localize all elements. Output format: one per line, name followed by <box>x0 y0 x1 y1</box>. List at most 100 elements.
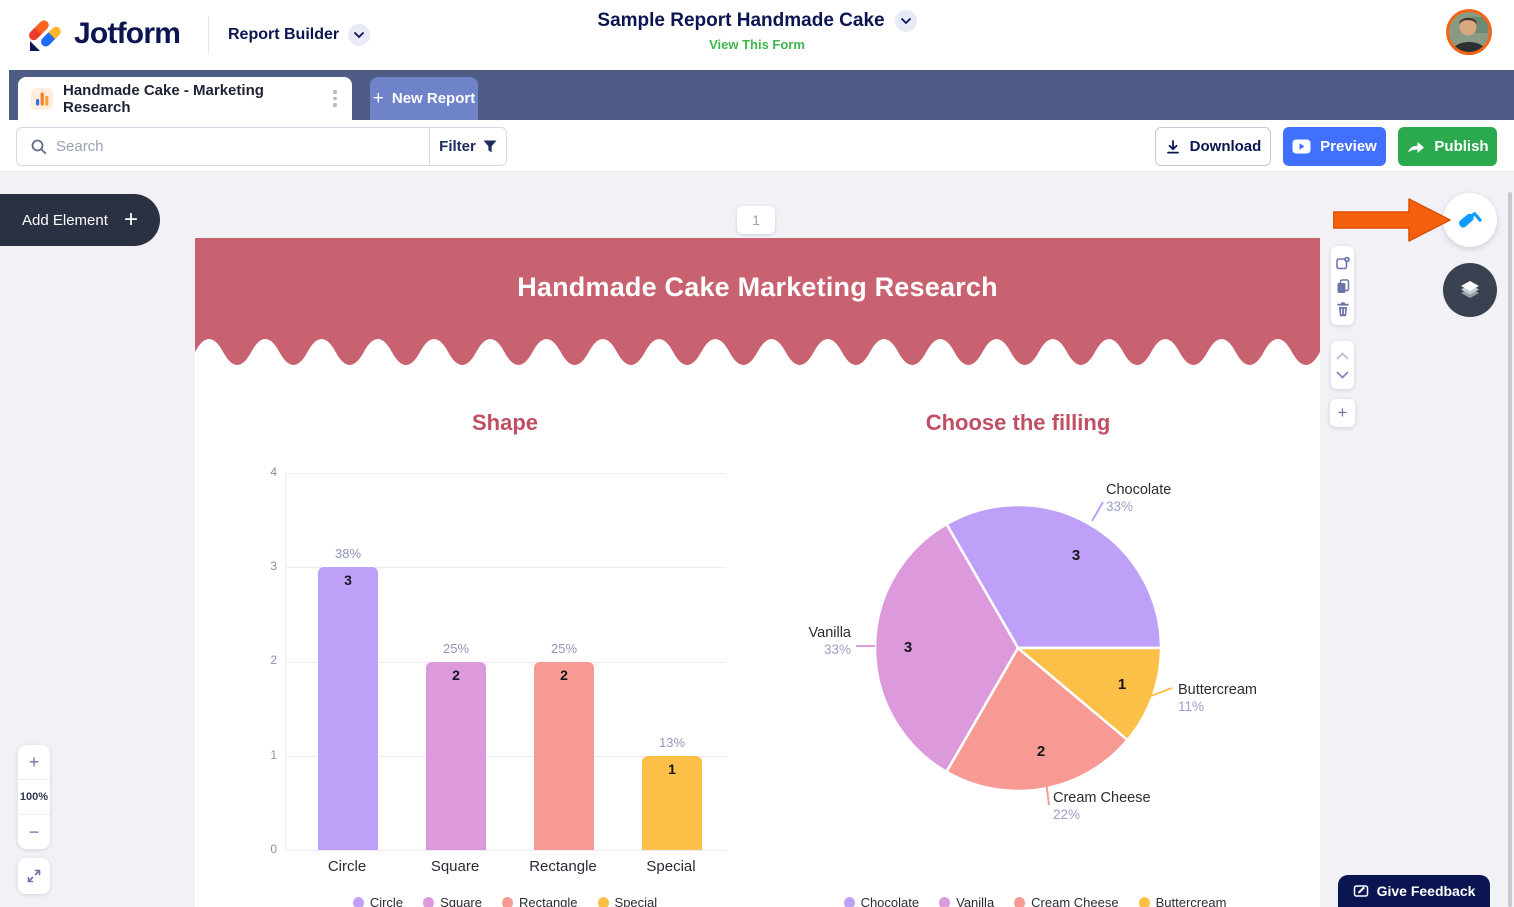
product-name: Report Builder <box>228 26 340 43</box>
legend-dot <box>1138 896 1150 907</box>
chevron-down-icon <box>348 24 371 46</box>
gridline <box>286 850 726 851</box>
vertical-scrollbar[interactable] <box>1508 192 1512 907</box>
banner-element[interactable]: Handmade Cake Marketing Research <box>195 238 1320 338</box>
report-page: Handmade Cake Marketing Research Shape 3… <box>195 238 1320 907</box>
plus-icon: + <box>123 206 138 233</box>
page-number-chip[interactable]: 1 <box>737 206 775 234</box>
pie-percent: 33% <box>1106 499 1133 514</box>
pie-label: Cream Cheese <box>1053 790 1151 806</box>
tab-bar-edge <box>0 70 9 120</box>
bar-percent-label: 13% <box>658 734 686 750</box>
add-element-button[interactable]: Add Element + <box>0 194 160 246</box>
give-feedback-button[interactable]: Give Feedback <box>1338 875 1490 907</box>
give-feedback-label: Give Feedback <box>1376 883 1476 899</box>
bar-chart-element[interactable]: Shape 38% 3 25% <box>235 398 775 907</box>
x-axis-label: Special <box>646 858 696 875</box>
leader-line <box>1150 687 1173 697</box>
app-header: Jotform Report Builder Sample Report Han… <box>0 0 1514 70</box>
new-report-label: New Report <box>391 90 476 107</box>
pie-chart: 3 3 2 1 Chocolate 33% Vanilla 33% Cream … <box>809 482 1257 822</box>
pie-value: 2 <box>1037 743 1045 760</box>
report-title: Sample Report Handmade Cake <box>597 10 885 31</box>
preview-label: Preview <box>1320 138 1377 155</box>
bar-percent-label: 25% <box>550 640 578 656</box>
new-report-button[interactable]: + New Report <box>370 77 478 120</box>
tab-handmade-cake-marketing-research[interactable]: Handmade Cake - Marketing Research <box>18 77 352 120</box>
layers-icon <box>1461 281 1479 298</box>
publish-label: Publish <box>1434 138 1489 155</box>
leader-line <box>1045 780 1050 806</box>
pie-percent: 22% <box>1053 807 1080 822</box>
move-up-icon[interactable] <box>1336 352 1349 360</box>
gridline <box>286 661 726 663</box>
preview-button[interactable]: Preview <box>1283 127 1386 166</box>
legend-label: Chocolate <box>860 895 920 907</box>
gridline <box>286 567 726 569</box>
element-toolbar <box>1331 246 1354 325</box>
zoom-in-button[interactable]: + <box>28 751 40 772</box>
report-tab-bar: Handmade Cake - Marketing Research + New… <box>0 70 1514 120</box>
legend-dot <box>843 896 855 907</box>
fit-to-screen-button[interactable] <box>18 858 50 894</box>
banner-title: Handmade Cake Marketing Research <box>517 272 998 302</box>
x-axis-label: Circle <box>327 858 367 875</box>
legend-label: Buttercream <box>1155 895 1227 907</box>
preview-play-icon <box>1292 139 1311 154</box>
add-element-label: Add Element <box>22 211 108 229</box>
banner-wave <box>195 338 1320 365</box>
pie-slice-buttercream <box>1016 646 1163 742</box>
expand-icon <box>27 869 41 883</box>
tab-options-kebab-icon[interactable] <box>328 88 342 110</box>
jotform-logo-icon <box>28 20 61 51</box>
pie-slice-vanilla <box>873 522 1020 774</box>
delete-icon[interactable] <box>1335 301 1351 317</box>
pie-percent: 11% <box>1178 699 1204 714</box>
add-page-button[interactable]: + <box>1330 399 1355 427</box>
legend-dot <box>352 896 364 907</box>
bar-value-label: 1 <box>668 760 676 777</box>
pie-value: 3 <box>904 639 912 656</box>
legend-dot <box>597 896 609 907</box>
pie-value: 3 <box>1072 547 1080 564</box>
zoom-out-button[interactable]: − <box>28 821 40 842</box>
pie-chart-element[interactable]: Choose the filling 3 3 2 1 <box>785 398 1285 907</box>
legend-label: Special <box>614 895 658 907</box>
pages-layers-button[interactable] <box>1443 263 1497 317</box>
download-button[interactable]: Download <box>1155 127 1271 166</box>
bar-chart-legend: Circle Square Rectangle Special <box>235 895 775 907</box>
x-axis-label: Square <box>430 858 480 875</box>
publish-button[interactable]: Publish <box>1398 127 1497 166</box>
jotform-logo[interactable]: Jotform <box>24 14 181 54</box>
report-title-dropdown[interactable] <box>894 10 917 32</box>
publish-arrow-icon <box>1408 141 1425 153</box>
y-axis-tick: 4 <box>270 465 277 479</box>
banner-wave-path <box>195 338 1320 365</box>
move-down-icon[interactable] <box>1336 371 1349 379</box>
element-settings-icon[interactable] <box>1335 255 1351 271</box>
feedback-icon <box>1353 885 1368 897</box>
duplicate-icon[interactable] <box>1335 278 1351 294</box>
report-title-block: Sample Report Handmade Cake View This Fo… <box>0 10 1514 54</box>
legend-label: Rectangle <box>518 895 578 907</box>
download-label: Download <box>1189 138 1262 155</box>
filter-button[interactable]: Filter <box>429 128 506 165</box>
search-filter-group: Filter <box>16 127 507 166</box>
report-canvas: Add Element + 1 Handmade Cake Marketing … <box>0 172 1514 907</box>
view-this-form-link[interactable]: View This Form <box>709 37 805 52</box>
avatar[interactable] <box>1446 9 1492 55</box>
download-icon <box>1166 139 1179 154</box>
search-input[interactable] <box>48 138 429 155</box>
pie-label: Vanilla <box>809 625 852 641</box>
zoom-controls: + 100% − <box>18 745 50 849</box>
pie-chart-title: Choose the filling <box>925 410 1111 435</box>
bar: 2 <box>426 661 486 850</box>
product-switcher[interactable]: Report Builder <box>228 0 371 70</box>
legend-label: Vanilla <box>956 895 995 907</box>
bar-value-label: 2 <box>560 666 568 683</box>
report-style-button[interactable] <box>1443 193 1497 247</box>
y-axis-tick: 1 <box>270 748 277 762</box>
report-tab-icon <box>31 87 53 110</box>
builder-toolbar: Filter Download Preview Publi <box>0 120 1514 172</box>
